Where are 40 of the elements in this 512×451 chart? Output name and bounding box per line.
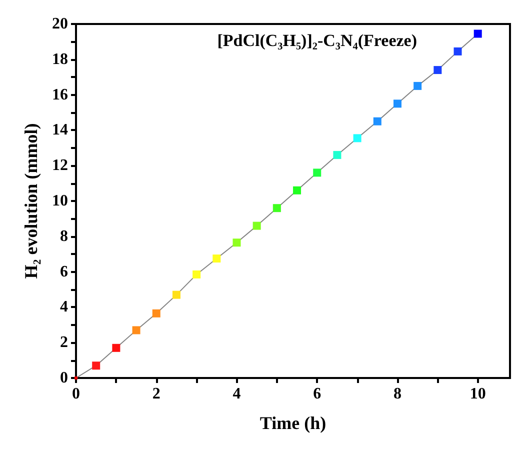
- point: [333, 150, 342, 159]
- point: [252, 222, 261, 230]
- point: [172, 290, 180, 299]
- point: [212, 254, 221, 263]
- x-tick-label: 0: [72, 386, 80, 402]
- x-tick-label: 4: [232, 386, 241, 402]
- x-axis-title: Time (h): [260, 413, 326, 433]
- y-tick-label: 2: [60, 334, 68, 352]
- point: [454, 47, 462, 56]
- point: [414, 82, 422, 90]
- x-tick-label: 8: [393, 386, 402, 402]
- point: [152, 309, 160, 318]
- point: [353, 134, 362, 142]
- point: [474, 30, 482, 38]
- point: [92, 362, 100, 370]
- point: [313, 168, 322, 177]
- point: [192, 270, 201, 278]
- point: [112, 344, 120, 352]
- y-tick-label: 18: [52, 50, 68, 68]
- x-tick-label: 6: [313, 386, 322, 402]
- y-tick-label: 14: [52, 122, 68, 139]
- point: [434, 66, 442, 74]
- x-tick-label: 10: [470, 386, 486, 402]
- annotation: [PdCl(C₃H₅)]₂-C₃N₄(Freeze): [217, 31, 418, 50]
- point: [232, 238, 241, 247]
- y-tick-label: 12: [52, 157, 68, 174]
- y-tick-label: 20: [52, 16, 68, 32]
- y-tick-label: 6: [60, 263, 68, 280]
- point: [373, 117, 382, 126]
- point: [293, 186, 302, 194]
- x-tick-label: 2: [152, 386, 160, 402]
- point: [132, 326, 140, 334]
- y-tick-label: 0: [60, 370, 68, 386]
- y-tick-label: 4: [60, 298, 68, 316]
- point: [393, 100, 402, 108]
- y-axis-title: H₂ evolution (mmol): [21, 123, 41, 279]
- point: [272, 204, 281, 212]
- y-tick-label: 16: [52, 86, 68, 104]
- y-tick-label: 10: [52, 192, 68, 210]
- y-tick-label: 8: [60, 228, 68, 245]
